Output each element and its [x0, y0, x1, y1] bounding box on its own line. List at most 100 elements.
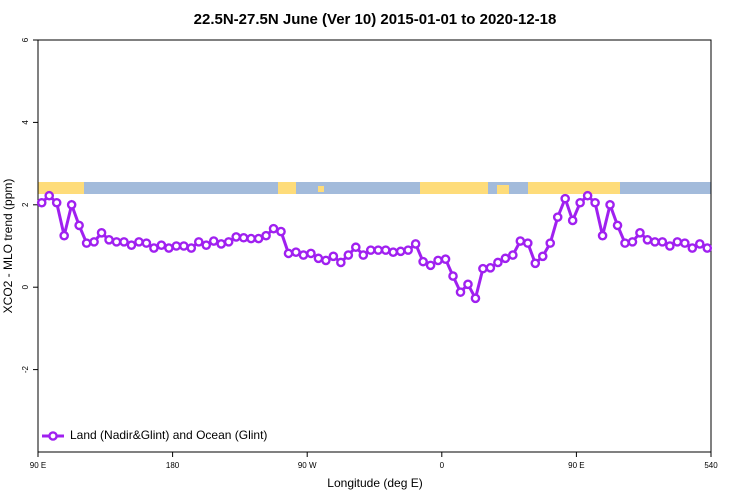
data-point [403, 245, 413, 255]
x-tick-label: 540 [704, 461, 718, 470]
data-point [104, 235, 114, 245]
y-tick-label: 2 [21, 202, 30, 207]
data-point [81, 238, 92, 248]
data-point [291, 247, 301, 257]
data-point [141, 238, 152, 248]
data-point [36, 197, 47, 208]
data-point [590, 197, 600, 208]
data-point [343, 250, 354, 260]
data-point [463, 279, 473, 290]
data-point [522, 238, 533, 248]
data-point [164, 243, 174, 253]
data-point [119, 237, 129, 247]
data-point [605, 199, 615, 210]
data-point [156, 240, 167, 250]
data-point [597, 230, 608, 241]
data-point [223, 237, 234, 247]
data-point [440, 254, 451, 264]
data-point [493, 257, 503, 268]
data-point [44, 190, 55, 201]
data-point [149, 243, 159, 253]
legend-label: Land (Nadir&Glint) and Ocean (Glint) [70, 428, 267, 442]
data-point [336, 257, 346, 268]
y-tick-label: 6 [21, 37, 30, 42]
map-strip [38, 182, 711, 194]
data-point [620, 238, 630, 248]
data-point [657, 237, 668, 247]
chart-title: 22.5N-27.5N June (Ver 10) 2015-01-01 to … [194, 11, 557, 28]
data-point [179, 241, 189, 251]
data-point [612, 220, 623, 231]
data-point [231, 232, 241, 242]
data-point [418, 256, 428, 267]
data-point [89, 237, 99, 247]
data-point [508, 250, 518, 260]
data-point [283, 248, 294, 259]
data-point [171, 241, 182, 251]
data-point [627, 237, 638, 247]
data-point [253, 233, 264, 244]
data-point [201, 240, 212, 250]
data-point [186, 243, 197, 253]
x-axis-label: Longitude (deg E) [327, 476, 422, 490]
data-point [552, 212, 563, 222]
data-point [276, 226, 286, 237]
data-point [694, 239, 705, 249]
data-point [470, 293, 481, 304]
data-point [575, 197, 585, 208]
data-point [642, 235, 653, 245]
data-point [298, 250, 309, 260]
data-point [261, 230, 271, 241]
data-point [321, 255, 331, 266]
data-point [246, 233, 256, 244]
data-point [74, 220, 84, 231]
y-tick-label: 4 [21, 120, 30, 125]
data-point [216, 239, 227, 249]
data-point [567, 215, 578, 226]
x-tick-label: 0 [440, 461, 445, 470]
data-point [455, 287, 466, 297]
data-point [365, 245, 376, 255]
data-point [582, 190, 593, 201]
data-point [134, 237, 144, 247]
data-point [650, 237, 660, 247]
y-tick-label: -2 [21, 365, 30, 373]
data-line [40, 193, 708, 303]
y-tick-label: 0 [21, 284, 30, 289]
data-point [545, 238, 556, 248]
data-point [328, 251, 339, 262]
data-point [395, 246, 406, 257]
data-point [126, 240, 137, 250]
legend-marker [48, 431, 58, 441]
data-point [313, 253, 324, 264]
data-point [515, 236, 526, 246]
data-point [193, 237, 204, 247]
x-tick-label: 90 W [298, 461, 317, 470]
data-point [425, 260, 436, 271]
data-point [635, 228, 645, 238]
data-point [680, 238, 690, 248]
data-point [448, 271, 458, 281]
data-point [66, 199, 77, 210]
data-point [306, 248, 316, 259]
data-point [380, 245, 391, 255]
data-point [111, 237, 122, 247]
data-point [672, 237, 683, 247]
data-point [560, 193, 570, 204]
data-point [268, 223, 279, 234]
data-point [373, 245, 384, 255]
data-point [702, 243, 713, 253]
data-point [485, 263, 496, 273]
data-point [51, 197, 62, 208]
data-point [358, 250, 369, 260]
data-point [687, 243, 698, 253]
data-point [59, 230, 69, 241]
data-point [351, 242, 361, 253]
x-tick-label: 90 E [568, 461, 584, 470]
y-axis-label: XCO2 - MLO trend (ppm) [1, 179, 15, 314]
data-point [500, 253, 511, 264]
data-point [665, 241, 675, 251]
x-tick-label: 180 [166, 461, 180, 470]
data-point [478, 263, 488, 274]
